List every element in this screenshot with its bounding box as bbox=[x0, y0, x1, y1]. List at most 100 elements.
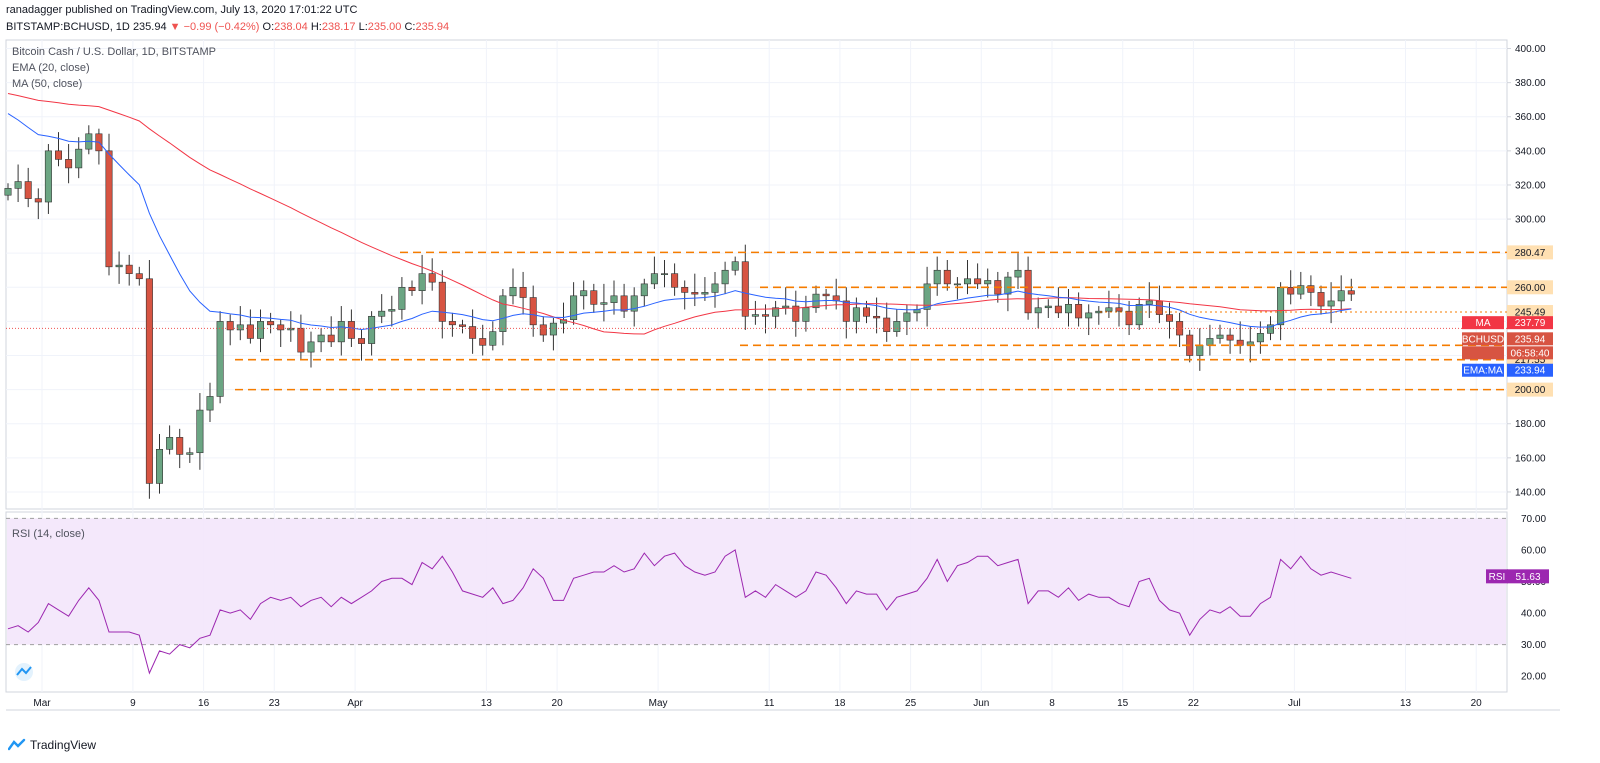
price-tick-label: 400.00 bbox=[1515, 44, 1546, 55]
candle-body bbox=[822, 293, 830, 297]
price-tick-label: 380.00 bbox=[1515, 78, 1546, 89]
price-tick-label: 340.00 bbox=[1515, 146, 1546, 157]
ma-legend[interactable]: MA (50, close) bbox=[12, 78, 83, 90]
candle-body bbox=[34, 198, 42, 203]
candle-body bbox=[24, 181, 32, 199]
candle-body bbox=[842, 300, 850, 322]
candle-body bbox=[196, 409, 204, 454]
candle-body bbox=[44, 150, 52, 203]
candle-body bbox=[14, 181, 22, 189]
candle-body bbox=[469, 326, 477, 339]
candle-body bbox=[923, 283, 931, 310]
time-tick-label: 23 bbox=[269, 698, 281, 709]
candle-body bbox=[307, 341, 315, 353]
close-label: C: bbox=[404, 21, 416, 33]
time-tick-label: 8 bbox=[1049, 698, 1055, 709]
candle-body bbox=[751, 314, 759, 317]
rsi-legend[interactable]: RSI (14, close) bbox=[12, 528, 85, 540]
high-label: H: bbox=[310, 21, 322, 33]
candle-body bbox=[1267, 324, 1275, 334]
candle-body bbox=[145, 278, 153, 484]
ema-20-line bbox=[7, 113, 1352, 331]
candle-body bbox=[226, 321, 234, 331]
candle-body bbox=[893, 321, 901, 332]
candle-body bbox=[105, 150, 113, 268]
pane-logo-mark bbox=[16, 666, 32, 676]
open-label: O: bbox=[262, 21, 275, 33]
candle-body bbox=[115, 264, 123, 268]
level-badge-label: 280.47 bbox=[1515, 248, 1546, 259]
badge-value-EMA:MA: 233.94 bbox=[1515, 366, 1546, 377]
candle-body bbox=[640, 283, 648, 297]
ema-legend[interactable]: EMA (20, close) bbox=[12, 62, 90, 74]
candle-body bbox=[1287, 286, 1295, 295]
time-tick-label: 16 bbox=[198, 698, 210, 709]
candle-body bbox=[943, 269, 951, 285]
candle-body bbox=[1145, 300, 1153, 305]
rsi-tick-label: 30.00 bbox=[1521, 640, 1546, 651]
candle-body bbox=[782, 305, 790, 309]
rsi-tick-label: 60.00 bbox=[1521, 545, 1546, 556]
candle-body bbox=[580, 290, 588, 297]
time-tick-label: 13 bbox=[481, 698, 493, 709]
candle-body bbox=[277, 324, 285, 331]
candle-body bbox=[206, 396, 214, 411]
price-tick-label: 360.00 bbox=[1515, 112, 1546, 123]
candle-body bbox=[802, 307, 810, 322]
badge-name-EMA:MA: EMA:MA bbox=[1463, 366, 1503, 377]
candle-body bbox=[186, 452, 194, 455]
rsi-value-label: 51.63 bbox=[1515, 572, 1540, 583]
candle-body bbox=[398, 286, 406, 310]
price-tick-label: 300.00 bbox=[1515, 215, 1546, 226]
candle-body bbox=[166, 437, 174, 450]
candle-body bbox=[761, 314, 769, 317]
rsi-value-badge bbox=[1507, 569, 1549, 584]
candle-body bbox=[671, 273, 679, 288]
candle-body bbox=[741, 261, 749, 317]
price-change-text: −0.99 (−0.42%) bbox=[183, 21, 260, 33]
candle-body bbox=[156, 449, 164, 484]
candle-body bbox=[681, 286, 689, 293]
candle-body bbox=[984, 280, 992, 285]
time-tick-label: Jul bbox=[1288, 698, 1301, 709]
candle-body bbox=[135, 273, 143, 280]
tradingview-brand[interactable]: TradingView bbox=[8, 738, 96, 752]
rsi-tick-label: 20.00 bbox=[1521, 672, 1546, 683]
candle-body bbox=[1044, 305, 1052, 309]
publish-text: ranadagger published on TradingView.com,… bbox=[6, 4, 358, 16]
price-tick-label: 320.00 bbox=[1515, 180, 1546, 191]
tradingview-logo-icon bbox=[8, 738, 26, 751]
candle-body bbox=[499, 295, 507, 332]
candle-body bbox=[1166, 314, 1174, 322]
candle-body bbox=[1115, 307, 1123, 312]
ohlc-header: BITSTAMP:BCHUSD, 1D 235.94 ▼ −0.99 (−0.4… bbox=[6, 21, 449, 33]
candle-body bbox=[721, 269, 729, 285]
time-tick-label: 18 bbox=[834, 698, 846, 709]
candle-body bbox=[549, 322, 557, 336]
badge-countdown bbox=[1462, 346, 1504, 360]
level-badge-label: 200.00 bbox=[1515, 385, 1546, 396]
price-pane-frame bbox=[5, 39, 1508, 510]
candle-body bbox=[216, 321, 224, 397]
rsi-line bbox=[7, 549, 1352, 675]
badge-value-bg-BCHUSD bbox=[1507, 332, 1553, 346]
candle-body bbox=[388, 309, 396, 312]
candle-body bbox=[1307, 285, 1315, 293]
rsi-band bbox=[7, 518, 1506, 645]
time-tick-label: 20 bbox=[552, 698, 564, 709]
candle-body bbox=[873, 315, 881, 319]
candle-body bbox=[75, 148, 83, 169]
candle-body bbox=[267, 321, 275, 326]
candle-body bbox=[256, 321, 264, 339]
open-value: 238.04 bbox=[274, 21, 308, 33]
candle-body bbox=[448, 321, 456, 326]
badge-value-BCHUSD: 235.94 bbox=[1515, 334, 1546, 345]
rsi-name-badge bbox=[1486, 569, 1508, 584]
badge-BCHUSD bbox=[1462, 332, 1504, 346]
rsi-pane-frame bbox=[5, 511, 1508, 693]
badge-value-bg-MA bbox=[1507, 316, 1553, 330]
candles-group bbox=[4, 125, 1355, 499]
price-tick-label: 180.00 bbox=[1515, 419, 1546, 430]
badge-value-bg-countdown bbox=[1507, 346, 1553, 360]
